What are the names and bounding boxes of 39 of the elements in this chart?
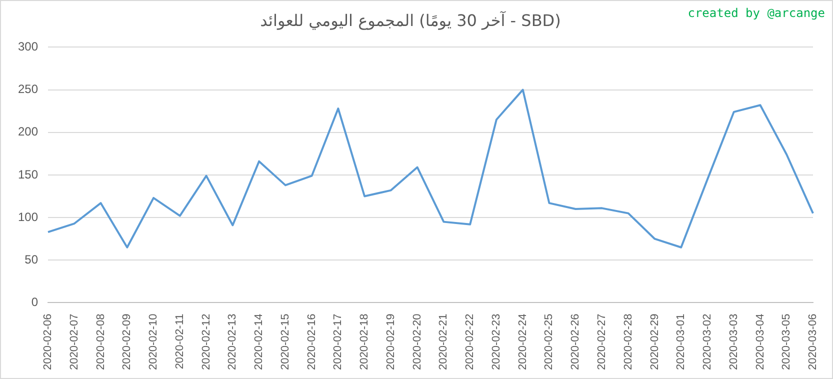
x-tick-label: 2020-02-24 [516,314,529,370]
x-tick-label: 2020-02-15 [279,314,292,370]
x-tick-label: 2020-03-03 [728,314,740,370]
x-tick-label: 2020-02-28 [622,314,634,370]
x-tick-label: 2020-02-09 [121,314,134,370]
x-tick-label: 2020-02-21 [438,314,450,370]
y-tick-label: 250 [18,82,38,96]
x-tick-label: 2020-02-13 [226,314,239,370]
y-tick-label: 50 [24,252,38,266]
x-tick-label: 2020-03-01 [675,314,688,370]
x-tick-label: 2020-02-10 [148,314,160,370]
y-tick-label: 0 [31,295,38,310]
x-tick-label: 2020-02-29 [648,314,661,370]
y-tick-label: 150 [18,167,38,182]
x-tick-label: 2020-02-22 [464,314,476,370]
chart-title: المجموع اليومي للعوائد (آخر 30 يومًا - SBD) [260,10,561,30]
x-tick-label: 2020-03-05 [780,314,793,370]
x-tick-label: 2020-02-23 [490,314,502,370]
x-tick-label: 2020-02-06 [42,314,54,370]
x-tick-label: 2020-02-16 [306,314,318,370]
y-tick-label: 200 [18,124,38,139]
text: created by @arcange [688,6,825,20]
y-tick-label: 100 [18,210,38,224]
x-tick-label: 2020-03-06 [807,314,820,370]
x-tick-label: 2020-02-12 [200,314,212,370]
x-tick-label: 2020-02-18 [358,314,371,370]
x-tick-label: 2020-02-25 [543,314,556,370]
x-tick-label: 2020-02-14 [253,314,266,370]
x-tick-label: 2020-02-07 [68,314,80,370]
x-tick-label: 2020-02-20 [411,314,424,370]
x-tick-label: 2020-03-04 [754,314,766,370]
y-tick-label: 300 [18,40,38,54]
x-tick-label: 2020-02-17 [332,314,344,370]
x-tick-label: 2020-02-19 [384,314,397,370]
x-tick-label: 2020-02-27 [596,314,608,370]
x-tick-label: 2020-03-02 [702,314,714,370]
x-tick-label: 2020-02-11 [174,314,186,370]
x-tick-label: 2020-02-08 [94,314,107,370]
x-tick-label: 2020-02-26 [570,314,582,370]
